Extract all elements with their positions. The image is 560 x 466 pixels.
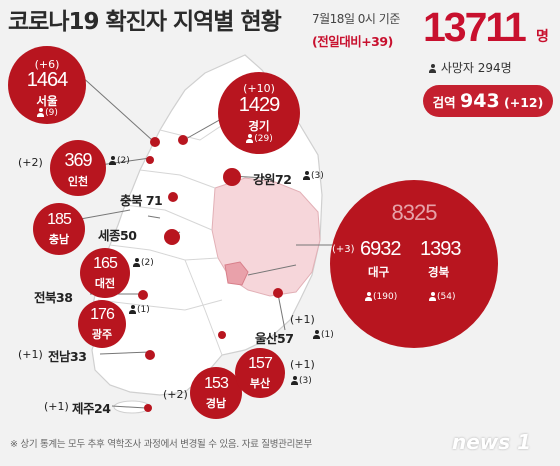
quarantine-delta: (+12) — [504, 95, 544, 110]
person-icon — [132, 258, 141, 267]
gangwon-deaths: (3) — [302, 171, 324, 181]
busan-deaths-value: (3) — [299, 376, 312, 386]
sejong-label: 세종50 — [98, 228, 137, 243]
chungnam-value: 185 — [47, 211, 72, 228]
seoul-name: 서울 — [36, 94, 58, 108]
daegu-gyeongbuk-total: 8325 — [391, 200, 438, 225]
seoul-deaths-value: (9) — [45, 108, 58, 118]
ulsan-label: 울산57 — [255, 331, 294, 346]
jeonbuk-label: 전북38 — [34, 290, 73, 305]
footnote: ※ 상기 통계는 모두 추후 역학조사 과정에서 변경될 수 있음. 자료 질병… — [10, 439, 312, 450]
gyeongbuk-region — [211, 177, 321, 297]
person-icon — [245, 134, 254, 143]
region-dots — [138, 135, 283, 412]
ulsan-delta: (+1) — [290, 313, 315, 326]
gyeongbuk-deaths-value: (54) — [437, 292, 456, 302]
person-icon — [428, 64, 437, 73]
ulsan-deaths-value: (1) — [321, 330, 334, 340]
seoul-delta: (+6) — [34, 58, 60, 71]
gyeongnam-name: 경남 — [205, 397, 227, 410]
daegu-value: 6932 — [360, 238, 401, 260]
gangwon-label: 강원72 — [253, 172, 292, 187]
quarantine-badge: 검역 943 (+12) — [423, 85, 553, 117]
quarantine-value: 943 — [460, 90, 500, 112]
page-title: 코로나19 확진자 지역별 현황 — [8, 9, 282, 35]
daegu-gyeongbuk-bubble: 8325 (+3) 6932 대구 (190) 1393 경북 (54) — [330, 180, 498, 348]
seoul-bubble: (+6) 1464 서울 (9) — [8, 46, 86, 124]
total-count: 13711 — [423, 4, 527, 50]
busan-delta: (+1) — [290, 358, 315, 371]
gwangju-deaths: (1) — [128, 305, 150, 315]
daejeon-name: 대전 — [94, 277, 116, 290]
gyeongnam-delta: (+2) — [163, 388, 188, 401]
gwangju-name: 광주 — [91, 328, 113, 341]
seoul-deaths: (9) — [8, 108, 86, 118]
incheon-delta: (+2) — [18, 156, 43, 169]
person-icon — [108, 156, 117, 165]
gyeongbuk-deaths: (54) — [428, 292, 455, 302]
chungnam-bubble: 185 충남 — [33, 203, 85, 255]
jeonnam-label: 전남33 — [48, 349, 87, 364]
gyeonggi-value: 1429 — [238, 94, 281, 116]
gyeonggi-bubble: (+10) 1429 경기 (29) — [218, 72, 300, 154]
daejeon-deaths-value: (2) — [141, 258, 154, 268]
busan-name: 부산 — [249, 377, 271, 390]
gyeongbuk-name: 경북 — [428, 265, 450, 279]
daegu-name: 대구 — [368, 265, 390, 279]
gyeongnam-value: 153 — [204, 375, 229, 392]
busan-bubble: 157 부산 — [235, 348, 285, 398]
gangwon-deaths-value: (3) — [311, 171, 324, 181]
busan-deaths: (3) — [290, 376, 312, 386]
reference-date: 7월18일 0시 기준 — [312, 12, 400, 26]
daejeon-bubble: 165 대전 — [80, 248, 130, 298]
gwangju-bubble: 176 광주 — [78, 300, 126, 348]
incheon-name: 인천 — [67, 175, 89, 188]
daegu-delta: (+3) — [332, 244, 355, 255]
person-icon — [128, 305, 137, 314]
gyeonggi-deaths: (29) — [218, 134, 300, 144]
person-icon — [302, 171, 311, 180]
death-text: 사망자 294명 — [440, 61, 512, 75]
gyeonggi-name: 경기 — [248, 119, 270, 133]
chungnam-name: 충남 — [48, 233, 70, 246]
jeju-label: 제주24 — [72, 401, 111, 416]
person-icon — [290, 376, 299, 385]
gyeonggi-deaths-value: (29) — [254, 134, 273, 144]
daejeon-deaths: (2) — [132, 258, 154, 268]
daegu-deaths: (190) — [364, 292, 397, 302]
person-icon — [428, 292, 437, 301]
gyeongnam-bubble: 153 경남 — [190, 367, 242, 419]
daejeon-value: 165 — [93, 255, 118, 272]
person-icon — [36, 108, 45, 117]
person-icon — [312, 330, 321, 339]
gyeonggi-delta: (+10) — [243, 82, 275, 95]
gwangju-deaths-value: (1) — [137, 305, 150, 315]
daily-change: (전일대비+39) — [312, 34, 393, 49]
ulsan-deaths: (1) — [312, 330, 334, 340]
busan-value: 157 — [248, 355, 273, 372]
chungbuk-label: 충북 71 — [120, 193, 163, 208]
quarantine-label: 검역 — [432, 95, 456, 110]
person-icon — [364, 292, 373, 301]
news1-logo: news 1 — [452, 430, 532, 454]
incheon-deaths-value: (2) — [117, 156, 130, 166]
incheon-bubble: 369 인천 — [50, 140, 106, 196]
jeonnam-delta: (+1) — [18, 348, 43, 361]
gwangju-value: 176 — [90, 306, 115, 323]
seoul-value: 1464 — [26, 69, 69, 91]
daegu-deaths-value: (190) — [373, 292, 398, 302]
incheon-deaths: (2) — [108, 156, 130, 166]
incheon-value: 369 — [64, 150, 92, 170]
jeju-delta: (+1) — [44, 400, 69, 413]
gyeongbuk-value: 1393 — [420, 238, 461, 260]
total-unit: 명 — [536, 29, 549, 45]
death-count: 사망자 294명 — [428, 59, 512, 76]
